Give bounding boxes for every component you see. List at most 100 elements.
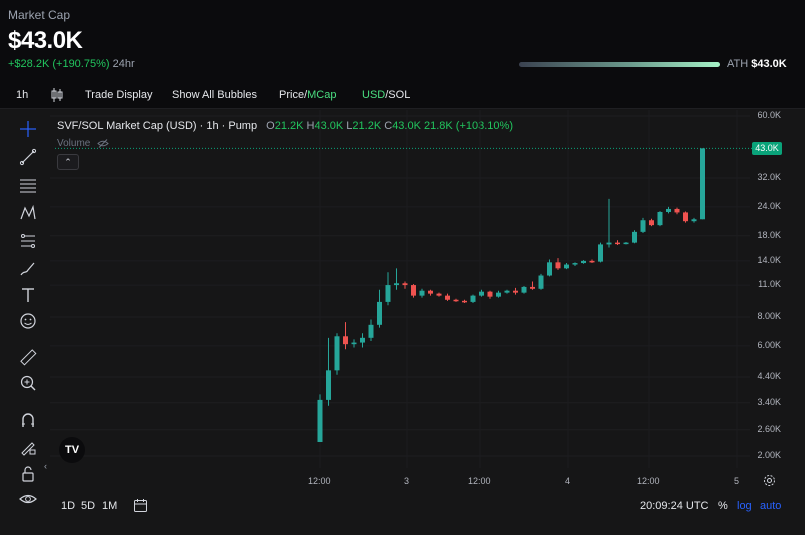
- candle-body: [666, 208, 671, 212]
- tradingview-logo-icon[interactable]: TV: [59, 437, 85, 463]
- candle[interactable]: [368, 319, 374, 341]
- show-all-bubbles-button[interactable]: Show All Bubbles: [172, 89, 257, 101]
- candle[interactable]: [589, 259, 595, 264]
- candle[interactable]: [691, 217, 697, 223]
- percent-scale-toggle[interactable]: %: [718, 500, 728, 512]
- candle[interactable]: [649, 218, 654, 227]
- candle[interactable]: [377, 289, 382, 328]
- candle[interactable]: [462, 299, 467, 303]
- time-tick-label: 12:00: [468, 476, 491, 486]
- magnet-icon[interactable]: [14, 409, 42, 431]
- candle-body: [572, 263, 578, 265]
- candle[interactable]: [666, 206, 671, 214]
- candle[interactable]: [572, 262, 578, 267]
- candle[interactable]: [683, 211, 688, 223]
- ruler-icon[interactable]: [14, 346, 42, 368]
- candle[interactable]: [436, 292, 442, 297]
- trade-display-button[interactable]: Trade Display: [85, 89, 153, 101]
- crosshair-icon[interactable]: [14, 118, 42, 140]
- candle[interactable]: [394, 268, 399, 290]
- candle-body: [351, 342, 357, 345]
- candle[interactable]: [487, 290, 493, 299]
- candle[interactable]: [504, 289, 510, 294]
- candle[interactable]: [657, 211, 663, 227]
- candle[interactable]: [598, 242, 603, 263]
- candle[interactable]: [317, 394, 323, 442]
- price-mcap-toggle[interactable]: Price/MCap: [279, 89, 336, 101]
- candle[interactable]: [530, 281, 535, 290]
- candle[interactable]: [326, 337, 331, 406]
- candle-body: [623, 242, 629, 245]
- candle[interactable]: [700, 148, 705, 220]
- zoom-in-icon[interactable]: [14, 372, 42, 394]
- candle[interactable]: [334, 333, 340, 375]
- fib-tool-icon[interactable]: [14, 230, 42, 252]
- calendar-range-icon[interactable]: [133, 498, 148, 516]
- candle[interactable]: [385, 272, 391, 306]
- candle[interactable]: [496, 290, 501, 298]
- candle[interactable]: [479, 289, 484, 297]
- price-option[interactable]: Price: [279, 89, 305, 101]
- price-tick-label: 11.0K: [758, 279, 781, 290]
- usd-option[interactable]: USD: [362, 89, 386, 101]
- ath-info: ATH $43.0K: [727, 58, 787, 70]
- candle-body: [317, 399, 323, 442]
- candle[interactable]: [547, 259, 552, 277]
- utc-clock[interactable]: 20:09:24 UTC: [640, 500, 709, 512]
- lock-icon[interactable]: [14, 463, 42, 485]
- range-1d-button[interactable]: 1D: [61, 500, 76, 512]
- mcap-option[interactable]: MCap: [307, 89, 337, 101]
- chart-area[interactable]: [0, 108, 805, 535]
- range-1m-button[interactable]: 1M: [102, 500, 118, 512]
- candle[interactable]: [402, 281, 408, 289]
- emoji-icon[interactable]: [14, 310, 42, 332]
- candle[interactable]: [606, 198, 612, 248]
- trend-line-icon[interactable]: [14, 146, 42, 168]
- candle[interactable]: [411, 284, 416, 298]
- toggle-separator-2: /: [385, 89, 389, 101]
- candle[interactable]: [555, 258, 561, 270]
- candle[interactable]: [351, 339, 357, 348]
- auto-scale-toggle[interactable]: auto: [760, 500, 782, 512]
- candle-body: [470, 295, 476, 302]
- candle-body: [436, 293, 442, 296]
- candle[interactable]: [428, 289, 433, 296]
- candle[interactable]: [538, 273, 544, 290]
- candle[interactable]: [453, 298, 459, 302]
- candle[interactable]: [640, 217, 646, 233]
- candle-body: [581, 260, 586, 264]
- candle[interactable]: [674, 207, 680, 215]
- horizontal-lines-icon[interactable]: [14, 174, 42, 196]
- candle[interactable]: [615, 240, 620, 246]
- candle[interactable]: [564, 263, 569, 270]
- candle[interactable]: [521, 285, 527, 294]
- candle[interactable]: [623, 242, 629, 245]
- brush-icon[interactable]: [14, 258, 42, 280]
- chart-toolbar: 1h Trade Display Show All Bubbles Price/…: [0, 84, 805, 108]
- market-cap-label: Market Cap: [8, 8, 71, 22]
- interval-button[interactable]: 1h: [16, 89, 29, 101]
- range-5d-button[interactable]: 5D: [81, 500, 96, 512]
- usd-sol-toggle[interactable]: USD/SOL: [362, 89, 410, 101]
- hide-volume-icon[interactable]: [97, 138, 109, 149]
- pattern-icon[interactable]: [14, 202, 42, 224]
- candle[interactable]: [470, 294, 476, 303]
- collapse-toolbar-icon[interactable]: ‹: [44, 461, 47, 471]
- log-scale-toggle[interactable]: log: [737, 500, 752, 512]
- candle[interactable]: [360, 333, 365, 348]
- chart-settings-icon[interactable]: [763, 474, 776, 492]
- candle-body: [343, 336, 348, 345]
- candle[interactable]: [513, 287, 518, 295]
- collapse-legend-button[interactable]: ⌃: [57, 154, 79, 170]
- candle-style-icon[interactable]: [50, 87, 64, 106]
- candle[interactable]: [445, 293, 450, 301]
- candle[interactable]: [632, 230, 637, 244]
- eye-icon[interactable]: [14, 488, 42, 510]
- candle[interactable]: [343, 322, 348, 350]
- sol-option[interactable]: SOL: [388, 89, 411, 101]
- text-tool-icon[interactable]: [14, 284, 42, 306]
- draw-lock-icon[interactable]: [14, 436, 42, 458]
- candle[interactable]: [419, 288, 425, 298]
- candle[interactable]: [581, 260, 586, 264]
